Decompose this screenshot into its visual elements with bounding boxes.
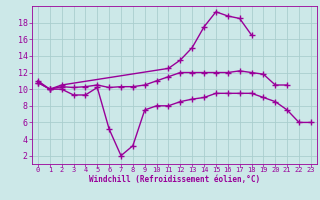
X-axis label: Windchill (Refroidissement éolien,°C): Windchill (Refroidissement éolien,°C) bbox=[89, 175, 260, 184]
